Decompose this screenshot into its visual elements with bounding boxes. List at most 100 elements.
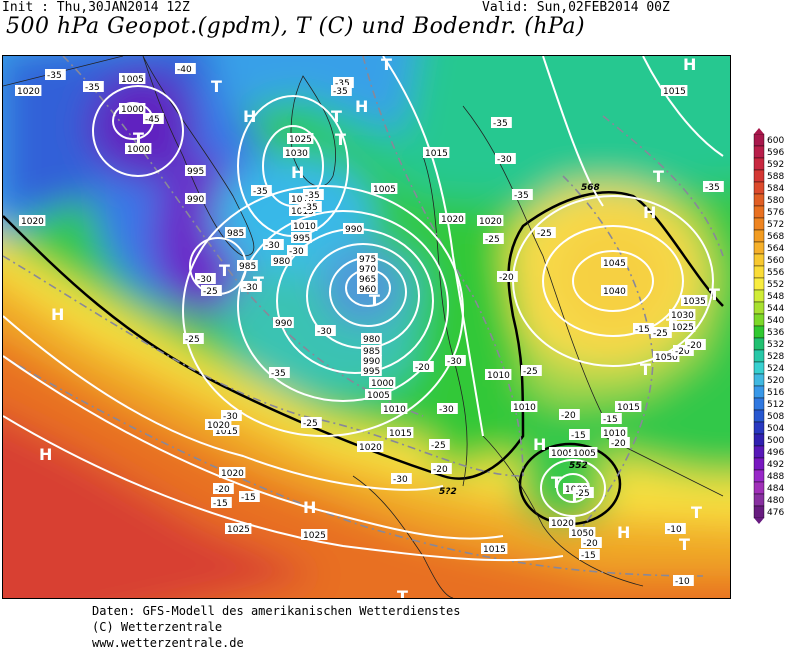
pressure-label-box xyxy=(205,419,232,430)
pressure-label: 1020 xyxy=(359,443,382,453)
pressure-label-box xyxy=(601,427,628,438)
legend-swatch xyxy=(753,397,765,411)
footer-data-source: Daten: GFS-Modell des amerikanischen Wet… xyxy=(92,604,461,618)
temp-label: -25 xyxy=(185,335,200,345)
pressure-label: 985 xyxy=(227,229,244,239)
temp-label-box xyxy=(535,227,556,238)
legend-value: 588 xyxy=(767,172,784,182)
temp-label-box xyxy=(83,81,104,92)
temp-label: -25 xyxy=(653,329,668,339)
temp-label-box xyxy=(431,463,452,474)
temp-label: -20 xyxy=(499,273,514,283)
temp-label-box xyxy=(579,549,600,560)
temp-label: -35 xyxy=(303,203,318,213)
pressure-label-box xyxy=(423,147,450,158)
legend-swatch xyxy=(753,313,765,327)
pressure-label-box xyxy=(601,285,628,296)
pressure-label: 1020 xyxy=(17,87,40,97)
legend-top-arrow xyxy=(754,128,764,134)
temp-label-box xyxy=(301,417,322,428)
legend-value: 492 xyxy=(767,460,784,470)
pressure-label: 1040 xyxy=(603,287,626,297)
legend-swatch xyxy=(753,325,765,339)
legend-swatch xyxy=(753,265,765,279)
legend-value: 512 xyxy=(767,400,784,410)
pressure-label: 1025 xyxy=(289,135,312,145)
pressure-label-box xyxy=(185,193,206,204)
temp-label: -30 xyxy=(439,405,454,415)
legend-swatch xyxy=(753,409,765,423)
pressure-label: 1020 xyxy=(441,215,464,225)
legend-value: 524 xyxy=(767,364,784,374)
temp-label: -35 xyxy=(85,83,100,93)
pressure-label: 1010 xyxy=(487,371,510,381)
temperature-shading xyxy=(3,56,730,598)
center-label: T xyxy=(666,315,677,334)
legend-value: 568 xyxy=(767,232,784,242)
temp-label: -30 xyxy=(393,475,408,485)
pressure-label: 1030 xyxy=(671,311,694,321)
temp-label-box xyxy=(315,325,336,336)
temp-label-box xyxy=(703,181,724,192)
temp-label-box xyxy=(391,473,412,484)
pressure-label: 970 xyxy=(359,265,376,275)
pressure-label-box xyxy=(119,73,146,84)
temp-label: -35 xyxy=(47,71,62,81)
pressure-label-box xyxy=(301,529,328,540)
map-title: 500 hPa Geopot.(gpdm), T (C) und Bodendr… xyxy=(6,14,586,39)
pressure-label: 985 xyxy=(239,262,256,272)
pressure-label: 1000 xyxy=(127,145,150,155)
pressure-label-box xyxy=(653,351,680,362)
pressure-label-box xyxy=(291,232,312,243)
temp-label-box xyxy=(445,355,466,366)
temp-label-box xyxy=(569,429,590,440)
pressure-label: 1000 xyxy=(121,105,144,115)
pressure-label-box xyxy=(387,427,414,438)
pressure-label-box xyxy=(601,257,628,268)
pressure-label-box xyxy=(271,255,292,266)
pressure-label-box xyxy=(681,295,708,306)
contour-labels: 568 552 5?2 xyxy=(439,183,600,497)
center-label: H xyxy=(683,56,696,74)
legend-swatch xyxy=(753,301,765,315)
temp-label-box xyxy=(331,85,352,96)
temp-label-box xyxy=(333,77,354,88)
pressure-label-box xyxy=(213,425,240,436)
pressure-label-box xyxy=(361,333,382,344)
temp-label-box xyxy=(239,491,260,502)
temp-label: -15 xyxy=(571,431,586,441)
temp-label-box xyxy=(673,575,694,586)
pressure-center-markers: TTHTHTHTTTHHHHTTHTTTTTTHTTTH xyxy=(39,56,720,598)
temp-label-box xyxy=(263,239,284,250)
pressure-label: 1015 xyxy=(215,427,238,437)
pressure-label-box xyxy=(369,377,396,388)
pressure-label-box xyxy=(287,133,314,144)
pressure-label-box xyxy=(477,215,504,226)
temp-label-box xyxy=(301,201,322,212)
temp-label: -30 xyxy=(243,283,258,293)
legend-value: 520 xyxy=(767,376,784,386)
center-label: H xyxy=(51,305,64,324)
weather-map: 1005 1000 1000 995 990 985 985 980 990 1020 1020 10… xyxy=(2,55,731,599)
temp-label-box xyxy=(143,113,164,124)
pressure-label: 990 xyxy=(345,225,362,235)
pressure-label: 1035 xyxy=(683,297,706,307)
pressure-label: 1025 xyxy=(671,323,694,333)
legend-bottom-arrow xyxy=(754,518,764,524)
pressure-label: 985 xyxy=(363,347,380,357)
temp-label: -35 xyxy=(514,191,529,201)
pressure-label: 1010 xyxy=(383,405,406,415)
temp-label-box xyxy=(287,245,308,256)
pressure-label-box xyxy=(661,85,688,96)
center-label: T xyxy=(331,107,342,126)
temp-label: -25 xyxy=(575,489,590,499)
contour-label: 552 xyxy=(569,461,588,471)
temp-label: -25 xyxy=(537,229,552,239)
center-label: T xyxy=(653,167,664,186)
center-label: T xyxy=(709,285,720,304)
temp-label: -20 xyxy=(415,363,430,373)
pressure-label-box xyxy=(361,365,382,376)
pressure-label: 1030 xyxy=(285,149,308,159)
center-label: H xyxy=(643,203,656,222)
